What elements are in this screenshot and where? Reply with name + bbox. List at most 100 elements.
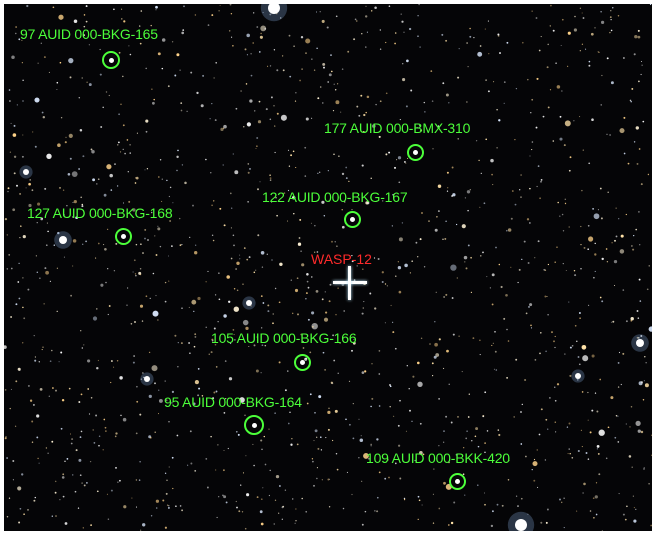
background-star	[228, 300, 231, 303]
background-star	[519, 189, 521, 191]
background-star	[236, 289, 239, 292]
background-star	[479, 354, 481, 356]
background-star	[257, 188, 259, 191]
background-star	[82, 243, 84, 245]
comparison-star-marker[interactable]	[294, 354, 311, 371]
background-star	[568, 169, 571, 172]
comparison-star-marker[interactable]	[449, 473, 466, 490]
background-star	[581, 446, 583, 448]
comparison-star-marker[interactable]	[244, 415, 264, 435]
background-star	[288, 34, 291, 37]
background-star	[396, 159, 398, 161]
background-star	[239, 397, 245, 403]
background-star	[346, 471, 348, 473]
background-star	[161, 38, 166, 42]
background-star	[424, 111, 426, 113]
background-star	[333, 359, 336, 362]
background-star	[48, 395, 50, 397]
comparison-star-marker[interactable]	[344, 211, 361, 228]
background-star	[140, 378, 142, 380]
background-star	[490, 158, 494, 163]
background-star	[51, 515, 53, 517]
background-star	[272, 313, 274, 315]
comparison-star-marker[interactable]	[102, 51, 120, 69]
background-star	[183, 5, 185, 8]
background-star	[401, 222, 404, 224]
background-star	[227, 447, 229, 450]
background-star	[486, 276, 488, 278]
background-star	[72, 265, 74, 267]
background-star	[477, 445, 480, 448]
star-chart-image: 97 AUID 000-BKG-165 177 AUID 000-BMX-310…	[4, 4, 652, 531]
background-star	[607, 426, 610, 429]
background-star	[491, 510, 494, 513]
background-star	[474, 435, 477, 438]
background-star	[142, 523, 146, 527]
background-star	[114, 435, 117, 438]
background-star	[540, 180, 542, 183]
background-star	[44, 267, 47, 270]
background-star	[59, 499, 61, 501]
background-star	[640, 430, 644, 434]
background-star	[260, 498, 263, 501]
background-star	[317, 447, 320, 450]
background-star	[16, 104, 18, 106]
background-star	[176, 155, 179, 159]
background-star	[527, 78, 529, 81]
background-star	[223, 495, 227, 499]
background-star	[643, 380, 645, 382]
background-star	[598, 429, 605, 436]
background-star	[259, 51, 261, 53]
background-star	[335, 452, 338, 455]
background-star	[361, 164, 364, 167]
background-star	[447, 187, 449, 189]
background-star	[215, 469, 217, 471]
background-star	[8, 100, 11, 102]
background-star	[560, 45, 562, 46]
background-star	[154, 431, 156, 433]
background-star	[554, 399, 557, 402]
background-star	[458, 48, 460, 50]
background-star	[256, 137, 259, 139]
background-star	[534, 257, 536, 259]
background-star	[631, 466, 633, 469]
background-star	[366, 31, 368, 33]
background-star	[247, 163, 250, 165]
background-star	[85, 20, 88, 23]
background-star	[100, 126, 103, 128]
background-star	[403, 160, 406, 163]
bright-star	[23, 169, 29, 175]
comparison-star-marker[interactable]	[407, 144, 424, 161]
background-star	[642, 399, 645, 401]
background-star	[135, 274, 137, 277]
background-star	[617, 361, 620, 364]
background-star	[142, 252, 144, 254]
background-star	[316, 251, 319, 253]
background-star	[402, 78, 406, 82]
background-star	[555, 431, 557, 433]
background-star	[544, 269, 547, 272]
background-star	[232, 45, 234, 47]
background-star	[43, 303, 45, 305]
background-star	[594, 242, 596, 245]
background-star	[391, 225, 393, 227]
background-star	[353, 38, 356, 41]
background-star	[42, 346, 44, 349]
background-star	[56, 267, 59, 269]
background-star	[81, 77, 83, 79]
background-star	[240, 90, 242, 92]
background-star	[582, 17, 585, 19]
background-star	[442, 238, 444, 240]
background-star	[229, 4, 232, 6]
background-star	[587, 458, 590, 460]
background-star	[647, 173, 650, 176]
background-star	[47, 452, 49, 454]
background-star	[211, 102, 213, 105]
background-star	[45, 447, 48, 449]
comparison-star-marker[interactable]	[115, 228, 132, 245]
target-crosshair-icon[interactable]	[333, 266, 367, 300]
background-star	[223, 224, 226, 227]
background-star	[102, 449, 104, 451]
background-star	[69, 76, 72, 79]
background-star	[222, 469, 225, 472]
